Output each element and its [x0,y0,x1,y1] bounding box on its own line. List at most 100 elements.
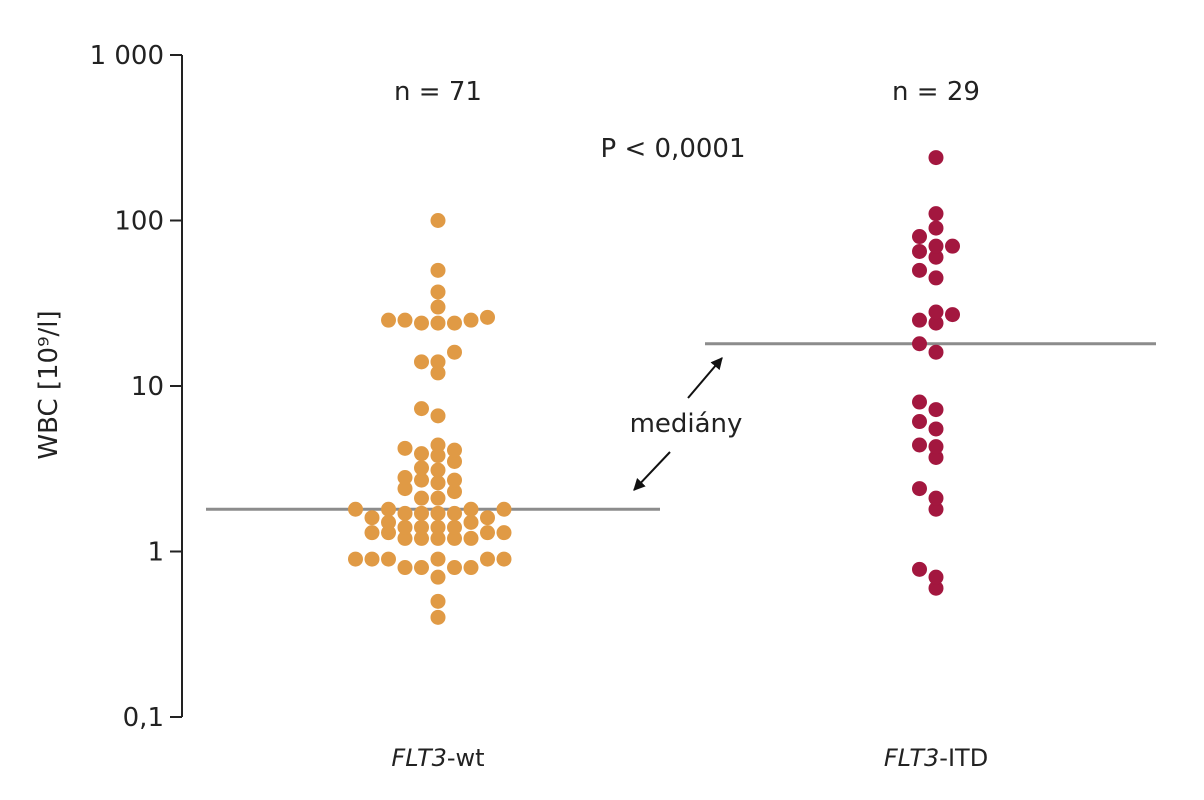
median-arrow-itd [687,357,723,399]
data-point-wt [463,514,479,530]
data-point-wt [430,213,446,228]
data-point-wt [381,551,396,567]
data-point-wt [397,519,413,535]
data-point-wt [480,309,495,325]
data-point-wt [430,530,446,546]
data-point-wt [480,525,495,541]
data-point-itd [928,249,944,265]
data-point-itd [912,561,927,577]
data-point-wt [414,401,429,417]
data-point-wt [397,560,413,576]
y-tick-label: 100 [114,207,164,237]
median-annotation-label: mediány [630,409,743,439]
data-point-itd [928,439,944,455]
n-label-itd: n = 29 [892,77,980,107]
data-point-wt [397,469,413,485]
data-point-itd [928,580,944,596]
n-label-wt: n = 71 [394,77,482,107]
y-tick-label: 1 000 [90,41,164,71]
data-point-wt [414,460,429,476]
data-point-wt [414,505,429,521]
data-point-wt [430,569,446,585]
data-point-wt [447,530,462,546]
data-point-itd [928,150,944,166]
data-point-wt [447,442,462,458]
data-point-wt [463,560,479,576]
data-point-itd [928,402,944,418]
data-point-wt [430,437,446,453]
data-point-wt [414,519,429,535]
data-point-itd [928,270,944,286]
data-point-itd [928,501,944,517]
data-point-itd [928,344,944,360]
data-point-wt [364,510,380,526]
data-point-wt [430,505,446,521]
data-point-itd [912,262,927,278]
data-point-itd [928,569,944,585]
data-point-wt [414,472,429,488]
data-point-itd [928,315,944,331]
data-point-wt [463,312,479,328]
data-point-itd [945,238,960,254]
data-point-wt [447,344,462,360]
data-point-itd [928,421,944,437]
x-category-label-wt: FLT3-wt [391,744,484,772]
median-arrow-wt [633,451,671,491]
data-point-itd [928,238,944,254]
data-point-wt [430,315,446,331]
data-point-wt [430,462,446,478]
data-point-wt [430,551,446,567]
data-point-wt [447,472,462,488]
data-point-itd [928,206,944,222]
data-point-itd [912,394,927,410]
data-point-wt [496,551,512,567]
data-point-wt [447,484,462,500]
data-point-wt [414,354,429,370]
data-point-wt [414,530,429,546]
data-point-itd [928,449,944,465]
data-point-itd [928,490,944,506]
data-point-wt [480,551,495,567]
data-point-wt [348,551,363,567]
data-point-wt [463,530,479,546]
data-point-itd [912,437,927,453]
data-point-wt [447,519,462,535]
data-point-wt [364,525,380,541]
data-point-itd [912,229,927,245]
data-point-wt [430,519,446,535]
data-point-itd [912,336,927,352]
data-point-itd [912,312,927,328]
data-point-itd [912,481,927,497]
data-point-wt [430,448,446,464]
data-point-wt [430,490,446,506]
data-point-wt [364,551,380,567]
y-ticks: 1 000 100 10 1 0,1 [90,41,182,733]
data-point-wt [414,315,429,331]
data-point-wt [381,501,396,517]
data-point-wt [348,501,363,517]
y-tick-label: 0,1 [123,703,164,733]
data-points [348,150,960,625]
data-point-itd [945,307,960,323]
x-category-label-itd: FLT3-ITD [884,744,988,772]
data-point-wt [381,525,396,541]
data-point-wt [496,501,512,517]
data-point-wt [414,446,429,462]
data-point-wt [397,312,413,328]
data-point-wt [414,490,429,506]
data-point-wt [447,505,462,521]
data-point-wt [430,262,446,278]
y-axis-label: WBC [10⁹/l] [34,310,64,459]
data-point-wt [447,560,462,576]
data-point-wt [397,505,413,521]
data-point-wt [397,530,413,546]
data-point-wt [447,315,462,331]
data-point-wt [430,408,446,424]
y-tick-label: 10 [131,372,164,402]
data-point-itd [928,220,944,236]
data-point-wt [430,284,446,300]
data-point-wt [381,514,396,530]
data-point-itd [912,414,927,430]
data-point-wt [496,525,512,541]
